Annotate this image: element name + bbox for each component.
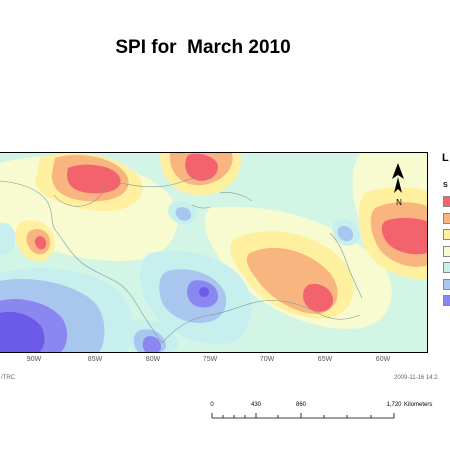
legend-swatch-3 xyxy=(443,245,450,257)
wet-red-isthmus xyxy=(34,236,47,250)
dry-blue-east xyxy=(337,226,354,242)
legend-swatch-1 xyxy=(443,212,450,224)
scale-unit: Kilometers xyxy=(404,402,433,408)
dry-purple-bottom xyxy=(142,336,161,352)
dry-deep-south xyxy=(199,287,209,297)
wet-red-central xyxy=(303,283,334,312)
legend-subtitle: S xyxy=(443,182,448,189)
legend-swatch-5 xyxy=(443,278,450,290)
scale-bar: 0 430 860 1,720 Kilometers xyxy=(205,402,435,424)
lon-label-80w: 80W xyxy=(145,356,161,363)
legend-swatch-2 xyxy=(443,229,450,240)
lon-label-90w: 90W xyxy=(26,356,42,363)
coastlines xyxy=(0,177,363,344)
lon-label-75w: 75W xyxy=(202,356,218,363)
north-arrow: N xyxy=(392,163,404,207)
footer-right-text: 2009-11-16 14:2 xyxy=(394,375,438,381)
wet-red-east xyxy=(381,217,427,255)
lon-label-85w: 85W xyxy=(87,356,103,363)
coastline-cuba xyxy=(119,177,213,188)
legend-swatch-0 xyxy=(443,196,450,207)
coastline-jamaica xyxy=(191,204,211,209)
coastline-south-america xyxy=(161,300,361,344)
north-arrow-label: N xyxy=(396,198,402,207)
scale-tick-label-1: 430 xyxy=(250,402,262,408)
scale-bar-graphic xyxy=(211,413,395,419)
wet-red-north xyxy=(185,153,218,181)
legend-swatch-6 xyxy=(443,295,450,306)
legend-title: L xyxy=(442,152,449,164)
spi-choropleth: N xyxy=(0,153,427,352)
coastline-yucatan xyxy=(53,184,109,207)
dry-cyan-west-edge xyxy=(0,222,16,256)
legend-swatches xyxy=(443,196,450,312)
longitude-labels: 90W 85W 80W 75W 70W 65W 60W xyxy=(0,353,428,365)
scale-tick-label-2: 860 xyxy=(295,402,307,408)
scale-tick-label-0: 0 xyxy=(210,402,214,408)
scale-tick-label-3: 1,720 xyxy=(386,402,402,408)
dry-deep-southwest xyxy=(0,311,45,352)
dry-blue-small xyxy=(175,207,192,221)
lon-label-70w: 70W xyxy=(259,356,275,363)
coastline-central-america xyxy=(0,180,163,344)
lon-label-60w: 60W xyxy=(375,356,391,363)
legend-swatch-4 xyxy=(443,262,450,273)
coastline-antilles xyxy=(329,232,363,299)
lon-label-65w: 65W xyxy=(317,356,333,363)
page-title: SPI for March 2010 xyxy=(115,37,291,58)
footer-left-text: /TRC xyxy=(1,375,15,381)
spi-map: N xyxy=(0,152,428,353)
coastline-hispaniola xyxy=(219,192,253,202)
